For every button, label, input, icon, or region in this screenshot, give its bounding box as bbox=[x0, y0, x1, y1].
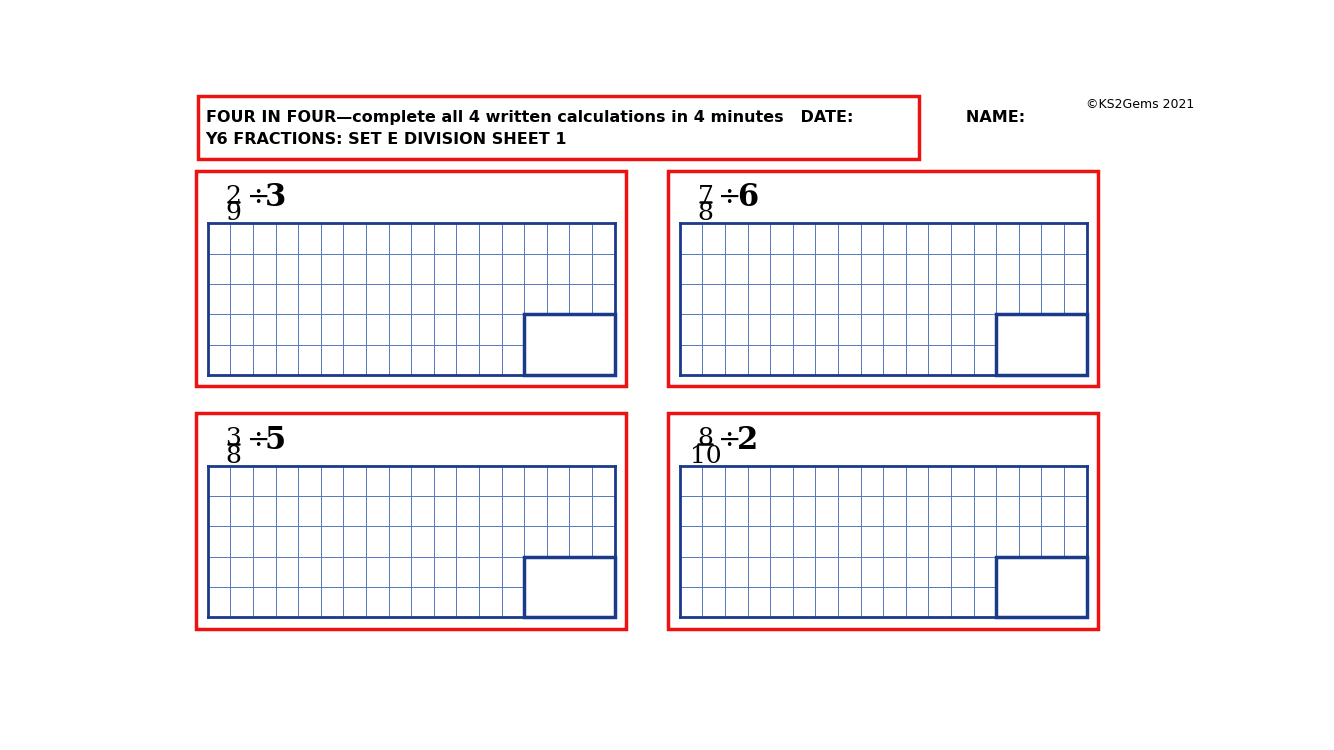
Bar bbox=[996, 314, 1087, 375]
Bar bbox=[996, 556, 1087, 617]
Text: ÷: ÷ bbox=[247, 184, 269, 211]
Text: FOUR IN FOUR—complete all 4 written calculations in 4 minutes   DATE:           : FOUR IN FOUR—complete all 4 written calc… bbox=[205, 110, 1025, 125]
Bar bbox=[196, 171, 627, 386]
Bar bbox=[524, 314, 615, 375]
Text: 3: 3 bbox=[225, 427, 241, 450]
Text: 7: 7 bbox=[698, 184, 714, 208]
Text: ©KS2Gems 2021: ©KS2Gems 2021 bbox=[1086, 98, 1194, 111]
Text: 8: 8 bbox=[225, 445, 241, 468]
Bar bbox=[208, 466, 615, 617]
Bar bbox=[197, 96, 919, 159]
Bar bbox=[668, 171, 1098, 386]
Text: 3: 3 bbox=[264, 182, 285, 213]
Text: 8: 8 bbox=[698, 202, 714, 226]
Text: 2: 2 bbox=[736, 424, 758, 456]
Text: ÷: ÷ bbox=[247, 427, 269, 454]
Text: 8: 8 bbox=[698, 427, 714, 450]
Bar bbox=[196, 413, 627, 629]
Bar bbox=[668, 413, 1098, 629]
Text: Y6 FRACTIONS: SET E DIVISION SHEET 1: Y6 FRACTIONS: SET E DIVISION SHEET 1 bbox=[205, 131, 567, 146]
Bar bbox=[680, 466, 1087, 617]
Bar bbox=[208, 224, 615, 375]
Bar bbox=[524, 556, 615, 617]
Bar bbox=[680, 224, 1087, 375]
Text: 6: 6 bbox=[736, 182, 758, 213]
Text: ÷: ÷ bbox=[719, 427, 742, 454]
Text: 5: 5 bbox=[264, 424, 285, 456]
Text: ÷: ÷ bbox=[719, 184, 742, 211]
Text: 10: 10 bbox=[690, 445, 722, 468]
Text: 9: 9 bbox=[225, 202, 241, 226]
Text: 2: 2 bbox=[225, 184, 241, 208]
